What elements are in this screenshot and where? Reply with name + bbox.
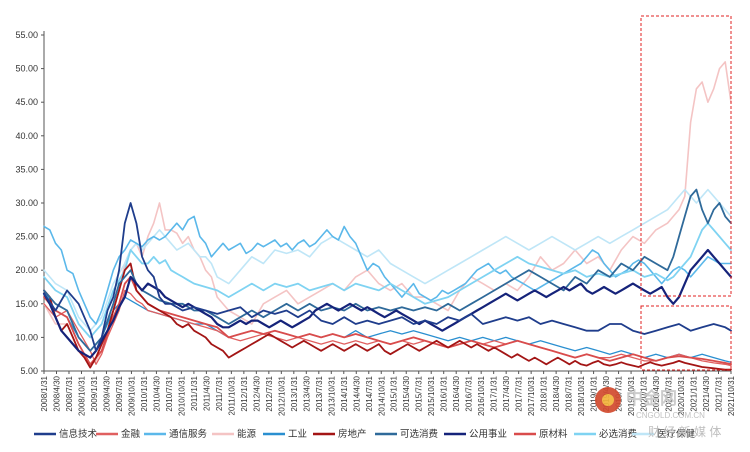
series-line-3	[43, 61, 732, 366]
x-tick-label: 2014/10/31	[377, 375, 386, 416]
x-tick-label: 2012/1/31	[240, 375, 249, 411]
y-axis: 5.00 10.00 15.00 20.00 25.00 30.00 35.00 40.00 4…	[15, 30, 45, 376]
x-tick-label: 2017/7/31	[515, 375, 524, 411]
x-tick-label: 2019/1/31	[590, 375, 599, 411]
y-tick-label: 5.00	[20, 366, 38, 376]
y-tick-label: 35.00	[15, 164, 38, 174]
x-tick-label: 2010/1/31	[140, 375, 149, 411]
x-tick-label: 2011/10/31	[227, 375, 236, 415]
y-tick-label: 15.00	[15, 299, 38, 309]
x-tick-label: 2016/4/30	[452, 375, 461, 411]
x-tick-label: 2009/7/31	[115, 375, 124, 411]
y-tick-label: 10.00	[15, 332, 38, 342]
x-tick-label: 2008/4/30	[52, 375, 61, 411]
legend-label: 公用事业	[469, 428, 507, 440]
x-tick-label: 2020/1/31	[640, 375, 649, 411]
watermark-logo-text: 中金网	[626, 388, 677, 408]
y-tick-label: 20.00	[15, 265, 38, 275]
x-tick-label: 2010/7/31	[165, 375, 174, 411]
legend-label: 能源	[237, 428, 257, 440]
x-tick-label: 2019/10/31	[627, 375, 636, 416]
legend-label: 房地产	[338, 428, 367, 440]
series-line-1	[43, 289, 732, 367]
x-tick-label: 2009/10/31	[127, 375, 136, 416]
x-tick-label: 2016/10/31	[477, 375, 486, 416]
highlight-boxes	[640, 15, 732, 371]
x-tick-label: 2021/1/31	[690, 375, 699, 411]
y-tick-label: 50.00	[15, 64, 38, 74]
watermark-domain: CNGOLD.COM.CN	[636, 411, 705, 420]
y-tick-label: 30.00	[15, 198, 38, 208]
watermark-slogan: 财 经 新 媒 体	[648, 424, 721, 439]
legend-label: 金融	[121, 428, 141, 440]
watermark-logo-inner-icon	[602, 394, 614, 406]
series-layer	[42, 61, 733, 371]
series-line-7	[42, 248, 733, 359]
x-tick-label: 2012/7/31	[265, 375, 274, 411]
legend-label: 原材料	[539, 428, 568, 440]
legend-label: 信息技术	[59, 428, 98, 440]
x-tick-label: 2012/10/31	[277, 375, 286, 416]
legend: 信息技术 金融 通信服务 能源 工业 房地产 可选消费 公用事业 原材料 必选消费 医疗保健	[34, 428, 696, 440]
x-tick-label: 2017/4/30	[502, 375, 511, 411]
x-tick-label: 2014/1/31	[340, 375, 349, 411]
series-line-0	[43, 202, 732, 352]
x-tick-label: 2010/4/30	[152, 375, 161, 411]
x-tick-label: 2008/1/31	[40, 375, 49, 411]
series-line-9	[43, 222, 732, 339]
highlight-box-upper	[640, 15, 732, 297]
x-tick-label: 2020/7/31	[665, 375, 674, 411]
legend-label: 医疗保健	[657, 428, 696, 440]
x-tick-label: 2021/7/31	[715, 375, 724, 411]
x-tick-label: 2021/10/31	[727, 375, 736, 416]
legend-label: 工业	[288, 429, 307, 440]
x-tick-label: 2012/4/30	[252, 375, 261, 411]
x-tick-label: 2016/7/31	[465, 375, 474, 411]
x-tick-label: 2010/10/31	[177, 375, 186, 416]
x-tick-label: 2013/10/31	[327, 375, 336, 416]
x-tick-label: 2011/4/30	[202, 375, 211, 411]
x-tick-label: 2020/4/30	[652, 375, 661, 411]
x-tick-label: 2018/10/31	[577, 375, 586, 416]
x-tick-label: 2021/4/30	[702, 375, 711, 411]
legend-label: 通信服务	[169, 428, 208, 440]
series-line-5	[43, 262, 732, 371]
x-tick-label: 2014/7/31	[365, 375, 374, 411]
x-tick-label: 2009/1/31	[90, 375, 99, 411]
x-tick-label: 2013/4/30	[302, 375, 311, 411]
x-tick-label: 2013/7/31	[315, 375, 324, 411]
x-tick-label: 2018/4/30	[552, 375, 561, 411]
x-tick-label: 2017/1/31	[490, 375, 499, 411]
legend-label: 必选消费	[599, 428, 637, 440]
x-tick-label: 2015/4/30	[402, 375, 411, 411]
watermark: 中金网 CNGOLD.COM.CN 财 经 新 媒 体	[595, 387, 721, 439]
x-tick-label: 2018/1/31	[540, 375, 549, 411]
x-tick-label: 2009/4/30	[102, 375, 111, 411]
x-tick-label: 2011/7/31	[215, 375, 224, 411]
x-tick-label: 2014/4/30	[352, 375, 361, 411]
x-tick-label: 2011/1/31	[190, 375, 199, 411]
x-tick-label: 2008/7/31	[65, 375, 74, 411]
x-tick-label: 2017/10/31	[527, 375, 536, 416]
x-tick-label: 2015/10/31	[427, 375, 436, 416]
series-line-6	[43, 188, 732, 352]
x-tick-label: 2015/1/31	[390, 375, 399, 411]
x-tick-label: 2015/7/31	[415, 375, 424, 411]
y-tick-label: 45.00	[15, 97, 38, 107]
x-tick-label: 2018/7/31	[565, 375, 574, 411]
x-tick-label: 2020/10/31	[677, 375, 686, 416]
y-tick-label: 40.00	[15, 131, 38, 141]
x-tick-label: 2016/1/31	[440, 375, 449, 411]
x-axis: 2008/1/31 2008/4/30 2008/7/31 2008/10/31 200…	[40, 370, 736, 416]
x-tick-label: 2013/1/31	[290, 375, 299, 411]
y-tick-label: 55.00	[15, 30, 38, 40]
legend-label: 可选消费	[400, 428, 438, 440]
series-line-10	[43, 188, 732, 332]
y-tick-label: 25.00	[15, 232, 38, 242]
x-tick-label: 2008/10/31	[77, 375, 86, 416]
series-line-2	[43, 215, 732, 325]
highlight-box-lower	[640, 305, 732, 371]
